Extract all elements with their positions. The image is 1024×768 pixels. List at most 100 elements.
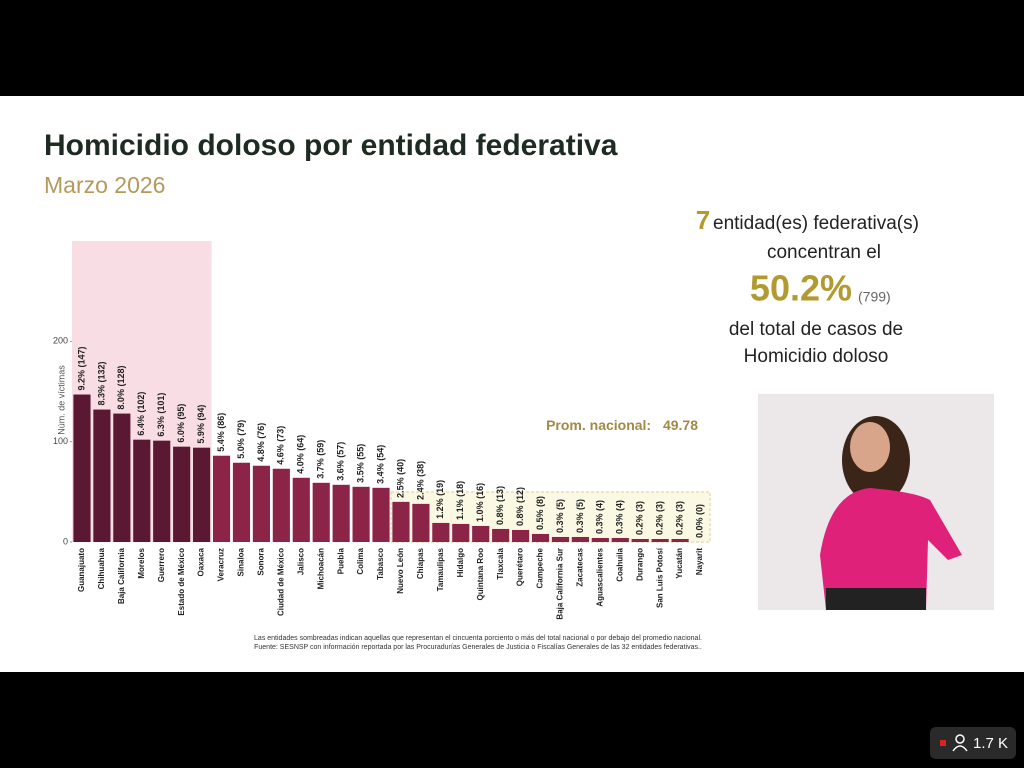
bar xyxy=(73,394,91,542)
x-tick-label: Tabasco xyxy=(376,548,385,580)
value-label: 3.4% (54) xyxy=(375,445,385,484)
bar xyxy=(631,538,649,542)
x-tick-label: Guanajuato xyxy=(77,548,86,592)
y-axis-label: Núm. de víctimas xyxy=(56,365,66,435)
x-tick-label: San Luis Potosí xyxy=(655,547,664,608)
value-label: 0.2% (3) xyxy=(655,501,665,535)
value-label: 2.4% (38) xyxy=(415,461,425,500)
bar xyxy=(492,528,510,542)
value-label: 0.3% (5) xyxy=(555,499,565,533)
x-tick-label: Puebla xyxy=(336,547,345,574)
sign-language-video xyxy=(758,394,994,610)
x-tick-label: Estado de México xyxy=(177,548,186,616)
bar xyxy=(272,468,290,542)
value-label: 5.9% (94) xyxy=(196,405,206,444)
summary-text: concentran el xyxy=(767,242,881,263)
average-label: Prom. nacional: 49.78 xyxy=(546,417,698,433)
x-tick-label: Hidalgo xyxy=(456,548,465,577)
value-label: 4.6% (73) xyxy=(276,426,286,465)
bar xyxy=(512,529,530,542)
x-tick-label: Baja California Sur xyxy=(556,548,565,620)
value-label: 0.0% (0) xyxy=(694,504,704,538)
value-label: 8.0% (128) xyxy=(116,366,126,410)
bar xyxy=(292,477,310,542)
viewer-icon xyxy=(952,745,968,752)
summary-text: del total de casos de xyxy=(729,319,903,340)
value-label: 0.5% (8) xyxy=(535,496,545,530)
bar xyxy=(571,536,589,542)
x-tick-label: Quintana Roo xyxy=(476,548,485,601)
bar xyxy=(611,537,629,542)
value-label: 8.3% (132) xyxy=(96,362,106,406)
x-tick-label: Aguascalientes xyxy=(595,547,604,606)
value-label: 0.3% (4) xyxy=(615,500,625,534)
x-tick-label: Campeche xyxy=(536,547,545,588)
shirt xyxy=(820,488,962,610)
x-tick-label: Nayarit xyxy=(695,548,704,575)
footnote: Las entidades sombreadas indican aquella… xyxy=(254,635,702,642)
value-label: 0.3% (4) xyxy=(595,500,605,534)
x-tick-label: Yucatán xyxy=(675,548,684,579)
x-tick-label: Sinaloa xyxy=(237,547,246,576)
bar xyxy=(232,462,251,542)
bar xyxy=(153,440,171,542)
value-label: 0.3% (5) xyxy=(575,499,585,533)
summary: 7 entidad(es) federativa(s) concentran e… xyxy=(696,205,919,367)
x-tick-label: Ciudad de México xyxy=(276,548,285,616)
bar xyxy=(193,447,211,542)
bar xyxy=(372,487,390,542)
x-tick-label: Durango xyxy=(635,548,644,581)
x-tick-label: Guerrero xyxy=(157,548,166,582)
value-label: 2.5% (40) xyxy=(395,459,405,498)
value-label: 4.0% (64) xyxy=(296,435,306,474)
value-label: 0.8% (13) xyxy=(495,486,505,525)
x-tick-label: Colima xyxy=(356,547,365,574)
x-tick-label: Morelos xyxy=(137,547,146,578)
value-label: 6.3% (101) xyxy=(156,393,166,437)
summary-text: Homicidio doloso xyxy=(744,346,889,367)
live-dot xyxy=(940,740,946,746)
x-tick-label: Veracruz xyxy=(217,548,226,581)
bar xyxy=(252,465,270,542)
bar xyxy=(452,523,470,542)
subtitle: Marzo 2026 xyxy=(44,172,165,198)
value-label: 3.5% (55) xyxy=(355,444,365,483)
value-label: 5.4% (86) xyxy=(216,413,226,452)
footnote: Fuente: SESNSP con información reportada… xyxy=(254,644,702,651)
x-tick-label: Tlaxcala xyxy=(496,547,505,579)
x-tick-label: Tamaulipas xyxy=(436,547,445,591)
viewer-icon xyxy=(955,734,965,744)
bar xyxy=(551,536,570,542)
summary-cases: (799) xyxy=(858,289,891,305)
bar xyxy=(432,522,450,542)
bar xyxy=(531,533,550,542)
average-value: 49.78 xyxy=(663,417,698,433)
value-label: 6.0% (95) xyxy=(176,404,186,443)
bar xyxy=(332,484,350,542)
viewer-count: 1.7 K xyxy=(973,735,1008,752)
bar xyxy=(93,409,111,542)
value-label: 4.8% (76) xyxy=(256,423,266,462)
x-tick-label: Jalisco xyxy=(296,548,305,575)
value-label: 6.4% (102) xyxy=(136,392,146,436)
value-label: 5.0% (79) xyxy=(236,420,246,459)
value-label: 1.1% (18) xyxy=(455,481,465,520)
bar xyxy=(352,486,370,542)
plot: 0 100 200 Guanajuato 9.2% (147) Chihuahua 8.3%… xyxy=(53,241,711,620)
value-label: 0.2% (3) xyxy=(674,501,684,535)
summary-text: entidad(es) federativa(s) xyxy=(713,213,919,234)
bar xyxy=(671,538,689,542)
value-label: 3.6% (57) xyxy=(336,442,346,481)
x-tick-label: Chihuahua xyxy=(97,547,106,589)
bar xyxy=(212,455,231,542)
bar xyxy=(173,446,191,542)
title: Homicidio doloso por entidad federativa xyxy=(44,129,618,162)
y-tick-label: 0 xyxy=(63,536,68,546)
x-tick-label: Oaxaca xyxy=(197,547,206,576)
pants xyxy=(826,588,926,610)
bar xyxy=(472,525,490,542)
viewer-badge: 1.7 K xyxy=(930,727,1016,759)
bar xyxy=(591,537,609,542)
